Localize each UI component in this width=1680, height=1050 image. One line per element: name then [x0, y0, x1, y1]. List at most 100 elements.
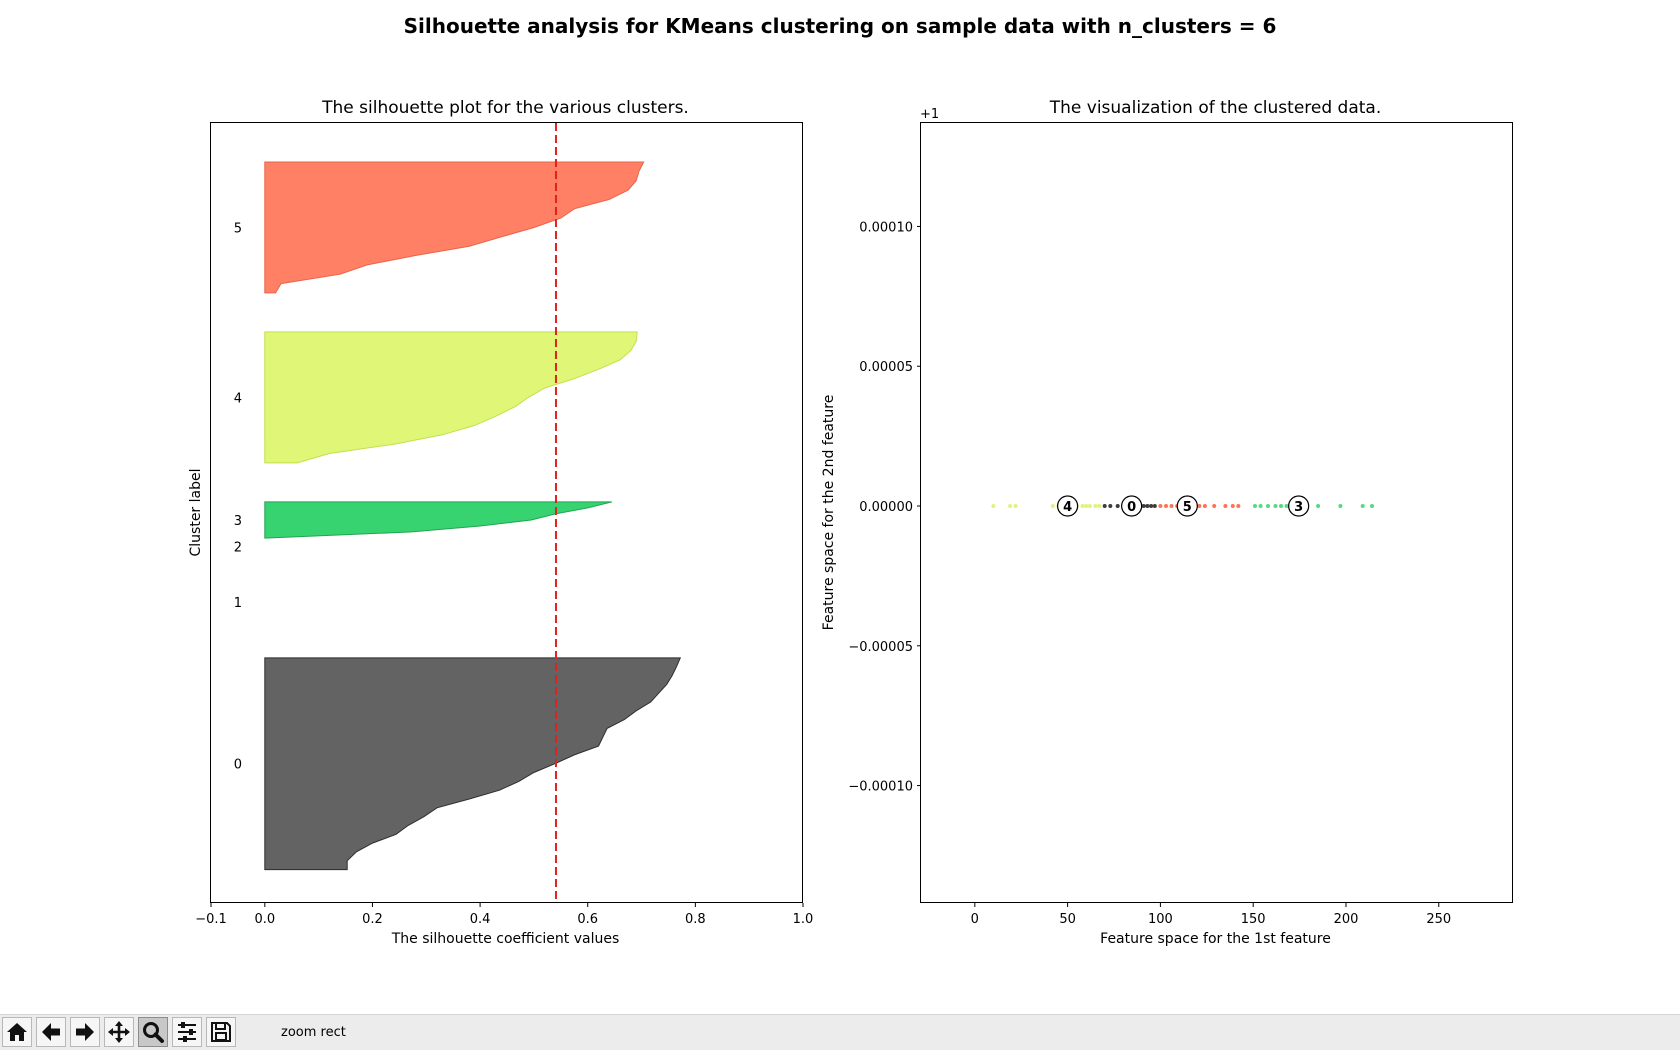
configure-subplots-button[interactable]: [172, 1017, 202, 1047]
data-point-cluster-5: [1197, 504, 1202, 509]
silhouette-xlabel: The silhouette coefficient values: [391, 931, 620, 947]
silhouette-x-tick-label: 0.6: [577, 912, 598, 927]
data-point-cluster-4: [1050, 504, 1055, 509]
silhouette-cluster-4: [264, 331, 638, 464]
data-point-cluster-0: [1102, 504, 1107, 509]
data-point-cluster-3: [1360, 504, 1365, 509]
save-button[interactable]: [206, 1017, 236, 1047]
data-point-cluster-4: [1093, 504, 1098, 509]
forward-button[interactable]: [70, 1017, 100, 1047]
cluster-center-3: [1288, 495, 1310, 517]
data-point-cluster-5: [1164, 504, 1168, 509]
data-point-cluster-5: [1158, 504, 1163, 509]
data-point-cluster-3: [1284, 504, 1289, 509]
cluster-label-4: 4: [234, 391, 242, 406]
arrow-left-icon: [42, 1023, 60, 1041]
data-point-cluster-5: [1202, 504, 1207, 509]
data-point-cluster-3: [1279, 504, 1283, 509]
data-point-cluster-5: [1230, 504, 1235, 509]
scatter-y-tick-label: −0.00010: [848, 780, 913, 795]
data-point-cluster-4: [1008, 504, 1013, 509]
data-point-cluster-3: [1316, 504, 1321, 509]
status-message: zoom rect: [281, 1025, 346, 1040]
data-point-cluster-3: [1338, 504, 1343, 509]
silhouette-x-tick-label: 0.0: [254, 912, 275, 927]
cluster-label-5: 5: [234, 221, 242, 236]
data-point-cluster-0: [1141, 504, 1146, 509]
silhouette-cluster-3: [264, 501, 613, 539]
data-point-cluster-0: [1152, 504, 1157, 509]
scatter-xlabel: Feature space for the 1st feature: [1100, 931, 1331, 947]
data-point-cluster-3: [1266, 504, 1270, 509]
scatter-y-tick-label: −0.00005: [848, 640, 913, 655]
cluster-center-label-0: 0: [1127, 500, 1136, 515]
scatter-y-tick-label: 0.00000: [859, 500, 913, 515]
data-point-cluster-0: [1108, 504, 1113, 509]
data-point-cluster-3: [1253, 504, 1257, 509]
figure: Silhouette analysis for KMeans clusterin…: [0, 0, 1680, 1014]
back-button[interactable]: [36, 1017, 66, 1047]
plots-canvas[interactable]: The silhouette plot for the various clus…: [0, 0, 1680, 1014]
magnifier-icon: [143, 1022, 164, 1043]
silhouette-x-tick-label: 0.2: [362, 912, 383, 927]
scatter-x-ticks: 0 50 100 150 200 250: [971, 903, 1451, 927]
silhouette-cluster-0: [264, 657, 682, 871]
scatter-x-tick-label: 250: [1426, 912, 1451, 927]
data-point-cluster-5: [1223, 504, 1228, 509]
data-point-cluster-3: [1258, 504, 1263, 509]
scatter-centers: 4 0 5 3: [1057, 495, 1310, 517]
data-point-cluster-4: [1097, 504, 1102, 509]
data-point-cluster-5: [1236, 504, 1241, 509]
data-point-cluster-4: [991, 504, 996, 509]
silhouette-clusters: 0 1 2 3 4 5: [234, 123, 682, 903]
silhouette-axes[interactable]: The silhouette plot for the various clus…: [188, 98, 813, 947]
scatter-offset-label: +1: [920, 107, 939, 122]
cluster-center-label-4: 4: [1063, 500, 1072, 515]
cluster-center-label-5: 5: [1183, 500, 1192, 515]
scatter-axes-frame: [920, 122, 1513, 903]
silhouette-x-tick-label: 0.4: [470, 912, 491, 927]
silhouette-x-tick-label: 0.8: [685, 912, 706, 927]
arrow-right-icon: [76, 1023, 94, 1041]
data-point-cluster-0: [1149, 504, 1154, 509]
scatter-axes[interactable]: The visualization of the clustered data.…: [821, 98, 1513, 947]
zoom-button[interactable]: [138, 1017, 168, 1047]
scatter-ylabel: Feature space for the 2nd feature: [821, 395, 837, 631]
scatter-x-tick-label: 0: [971, 912, 979, 927]
scatter-x-tick-label: 50: [1059, 912, 1076, 927]
data-point-cluster-4: [1087, 504, 1092, 509]
silhouette-cluster-5: [264, 161, 645, 294]
silhouette-axes-frame: [210, 122, 803, 903]
scatter-y-ticks: −0.00010 −0.00005 0.00000 0.00005 0.00010: [848, 220, 921, 795]
scatter-x-tick-label: 100: [1148, 912, 1173, 927]
cluster-label-3: 3: [234, 514, 242, 529]
data-point-cluster-5: [1169, 504, 1174, 509]
data-point-cluster-0: [1115, 504, 1120, 509]
data-point-cluster-4: [1080, 504, 1085, 509]
scatter-x-tick-label: 150: [1241, 912, 1266, 927]
home-icon: [7, 1023, 27, 1041]
cluster-label-2: 2: [234, 540, 242, 555]
cluster-center-5: [1176, 495, 1198, 517]
floppy-disk-icon: [211, 1022, 231, 1042]
data-point-cluster-3: [1370, 504, 1374, 509]
scatter-y-tick-label: 0.00005: [859, 360, 913, 375]
move-icon: [108, 1021, 130, 1043]
scatter-y-tick-label: 0.00010: [859, 220, 913, 235]
figure-suptitle: Silhouette analysis for KMeans clusterin…: [403, 14, 1277, 38]
cluster-label-1: 1: [234, 596, 242, 611]
data-point-cluster-0: [1145, 504, 1150, 509]
sliders-icon: [178, 1022, 196, 1042]
cluster-center-4: [1057, 495, 1079, 517]
home-button[interactable]: [2, 1017, 32, 1047]
cluster-label-0: 0: [234, 758, 242, 773]
scatter-x-tick-label: 200: [1334, 912, 1359, 927]
pan-button[interactable]: [104, 1017, 134, 1047]
data-point-cluster-5: [1212, 504, 1217, 509]
cluster-center-0: [1121, 495, 1143, 517]
cluster-center-label-3: 3: [1294, 500, 1303, 515]
data-point-cluster-3: [1273, 504, 1278, 509]
silhouette-title: The silhouette plot for the various clus…: [321, 98, 689, 118]
navigation-toolbar: zoom rect: [0, 1014, 1680, 1050]
silhouette-x-tick-label: −0.1: [195, 912, 227, 927]
